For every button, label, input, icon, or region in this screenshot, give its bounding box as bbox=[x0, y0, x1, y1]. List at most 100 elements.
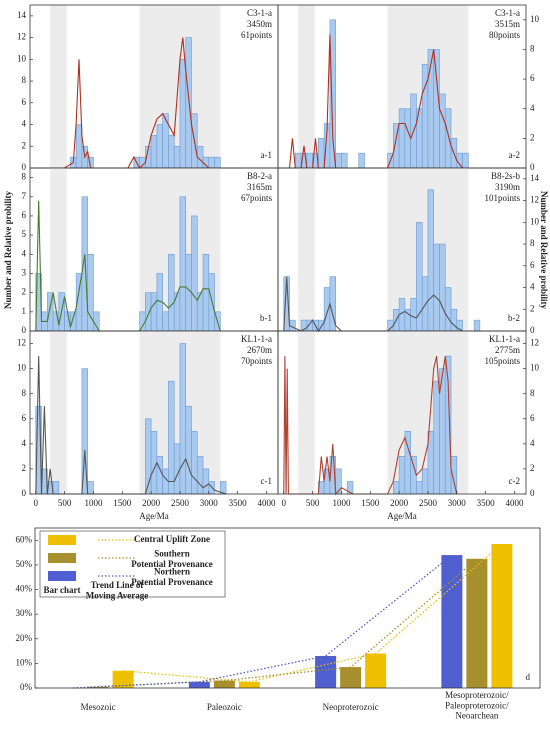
y-tick-label: 8 bbox=[22, 172, 27, 182]
x-axis-label: Age/Ma bbox=[139, 511, 169, 521]
sample-annotation: 3515m bbox=[495, 19, 520, 29]
sample-annotation: KL1-1-a bbox=[241, 334, 272, 344]
histogram-bar bbox=[168, 253, 175, 332]
y-tick-label: 14 bbox=[17, 10, 27, 20]
histogram-bar bbox=[179, 59, 187, 169]
legend-trend-label: Trend Line of Moving Average bbox=[86, 580, 149, 600]
y-tick-label: 2 bbox=[22, 287, 27, 297]
trend-line bbox=[73, 554, 453, 689]
histogram-bar bbox=[398, 456, 406, 495]
x-tick-label: 3000 bbox=[448, 498, 467, 508]
age-band bbox=[298, 5, 315, 168]
y-tick-label: 3 bbox=[22, 268, 27, 278]
histogram-bar bbox=[444, 108, 452, 169]
sample-annotation: 61points bbox=[241, 30, 273, 40]
histogram-bar bbox=[139, 311, 146, 332]
panel-label: b-1 bbox=[260, 313, 272, 323]
histogram-bar bbox=[433, 243, 440, 332]
sample-annotation: C3-1-a bbox=[247, 8, 272, 18]
histogram-bar bbox=[427, 189, 435, 332]
sample-annotation: 67points bbox=[241, 193, 273, 203]
histogram-bar bbox=[295, 152, 302, 169]
histogram-bar bbox=[393, 481, 400, 495]
histogram-bar bbox=[387, 319, 394, 332]
y-tick-label: 1 bbox=[22, 306, 27, 316]
histogram-bar bbox=[444, 287, 452, 332]
legend-label: Northern Potential Provenance bbox=[131, 567, 213, 587]
y-tick-label: 8 bbox=[530, 238, 535, 248]
histogram-bar bbox=[306, 152, 313, 169]
panel-label: b-2 bbox=[508, 313, 520, 323]
histogram-bar bbox=[433, 49, 440, 169]
histogram-bar bbox=[173, 145, 181, 169]
y-tick-label: 40% bbox=[16, 584, 33, 594]
y-tick-label: 0 bbox=[530, 325, 535, 335]
bar bbox=[238, 681, 260, 688]
legend-swatch bbox=[48, 535, 76, 545]
y-tick-label: 12 bbox=[530, 195, 539, 205]
y-tick-label: 10 bbox=[17, 363, 27, 373]
histogram-bar bbox=[433, 380, 440, 495]
panel-label: a-2 bbox=[509, 150, 521, 160]
sample-annotation: C3-1-a bbox=[495, 8, 520, 18]
sample-annotation: 101points bbox=[484, 193, 520, 203]
histogram-bar bbox=[473, 319, 481, 332]
x-tick-label: 4000 bbox=[257, 498, 276, 508]
histogram-bar bbox=[456, 152, 463, 169]
y-tick-label: 6 bbox=[22, 210, 27, 220]
y-axis-label: Number and Relative probility bbox=[539, 191, 549, 309]
y-tick-label: 10 bbox=[530, 216, 540, 226]
histogram-bar bbox=[335, 152, 342, 169]
y-tick-label: 2 bbox=[22, 463, 27, 473]
y-tick-label: 30% bbox=[16, 608, 33, 618]
y-tick-label: 2 bbox=[530, 303, 535, 313]
probability-curve bbox=[35, 37, 238, 169]
x-tick-label: 1500 bbox=[361, 498, 380, 508]
y-tick-label: 4 bbox=[22, 438, 27, 448]
histogram-bar bbox=[168, 380, 175, 495]
y-tick-label: 8 bbox=[530, 44, 535, 54]
y-tick-label: 14 bbox=[530, 173, 540, 183]
histogram-bar bbox=[421, 276, 429, 332]
sample-annotation: KL1-1-a bbox=[489, 334, 520, 344]
y-tick-label: 4 bbox=[22, 248, 27, 258]
bar bbox=[441, 555, 463, 688]
legend-bar-label: Bar chart bbox=[43, 585, 80, 595]
histogram-bar bbox=[323, 287, 331, 332]
trend-line bbox=[123, 543, 503, 683]
y-tick-label: 8 bbox=[22, 388, 27, 398]
histogram-bar bbox=[145, 292, 152, 332]
histogram-bar bbox=[162, 311, 169, 332]
x-tick-label: 2000 bbox=[390, 498, 409, 508]
histogram-bar bbox=[196, 456, 204, 495]
histogram-bar bbox=[202, 468, 210, 495]
bar bbox=[112, 670, 134, 688]
histogram-bar bbox=[439, 93, 446, 169]
age-band bbox=[298, 331, 315, 494]
histogram-bar bbox=[214, 156, 221, 169]
histogram-bar bbox=[150, 292, 158, 332]
histogram-bar bbox=[421, 468, 429, 495]
histogram-bar bbox=[173, 292, 181, 332]
y-tick-label: 2 bbox=[22, 140, 27, 150]
y-tick-label: 4 bbox=[530, 103, 535, 113]
histogram-bar bbox=[52, 481, 60, 495]
panel-frame bbox=[277, 330, 527, 495]
sample-annotation: 3165m bbox=[247, 182, 272, 192]
histogram-bar bbox=[404, 108, 411, 169]
histogram-bar bbox=[179, 343, 187, 495]
histogram-bar bbox=[208, 156, 215, 169]
bar bbox=[188, 681, 210, 688]
histogram-bar bbox=[439, 243, 446, 332]
x-tick-label: Mesozoic bbox=[81, 702, 116, 712]
histogram-bar bbox=[185, 405, 192, 495]
probability-curve bbox=[283, 276, 463, 333]
y-tick-label: 5 bbox=[22, 229, 27, 239]
x-tick-label: 500 bbox=[306, 498, 320, 508]
bar bbox=[213, 680, 235, 688]
panel-label: c-1 bbox=[261, 476, 273, 486]
sample-annotation: 3190m bbox=[495, 182, 520, 192]
histogram-bar bbox=[398, 108, 406, 169]
y-tick-label: 10 bbox=[530, 363, 540, 373]
x-tick-label: 1000 bbox=[84, 498, 103, 508]
